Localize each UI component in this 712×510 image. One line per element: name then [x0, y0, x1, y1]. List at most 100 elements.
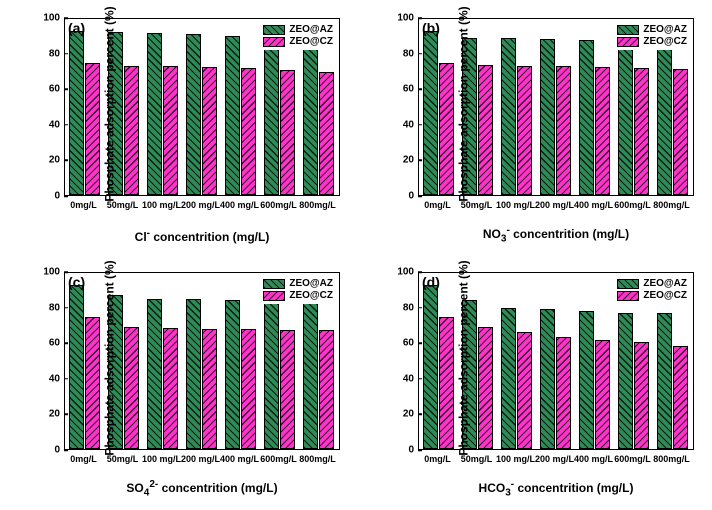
bar-az [147, 299, 163, 450]
bar-cz [319, 330, 335, 449]
bar-az [540, 309, 556, 449]
y-tick-mark [64, 449, 68, 451]
bar-az [303, 302, 319, 449]
bar-cz [595, 340, 611, 449]
legend-text: ZEO@CZ [643, 36, 687, 47]
x-tick-label: 400 mg/L [220, 200, 259, 210]
x-tick-label: 0mg/L [70, 200, 97, 210]
y-tick-label: 0 [396, 191, 414, 202]
y-tick-mark [64, 88, 68, 90]
y-tick-mark [64, 195, 68, 197]
y-tick-label: 80 [396, 302, 414, 313]
bar-az [225, 36, 241, 195]
legend: ZEO@AZZEO@CZ [613, 275, 691, 304]
bar-cz [85, 317, 101, 449]
bar-cz [124, 66, 140, 196]
legend-text: ZEO@AZ [643, 278, 687, 289]
legend-swatch [617, 37, 639, 47]
bar-az [579, 40, 595, 195]
bar-az [186, 34, 202, 195]
legend-text: ZEO@AZ [643, 24, 687, 35]
y-tick-label: 60 [42, 84, 60, 95]
x-tick-label: 800mg/L [653, 200, 690, 210]
y-tick-mark [418, 124, 422, 126]
y-tick-label: 80 [42, 302, 60, 313]
x-tick-label: 100 mg/L [142, 454, 181, 464]
y-tick-mark [64, 17, 68, 19]
bar-cz [556, 337, 572, 449]
x-axis-label: Cl- concentrition (mg/L) [64, 228, 340, 244]
bar-az [501, 308, 517, 449]
legend-swatch [617, 25, 639, 35]
bar-az [423, 31, 439, 195]
x-tick-label: 600mg/L [260, 200, 297, 210]
figure-root: ZEO@AZZEO@CZ(a)Phosphate adsorption perc… [0, 0, 712, 510]
bar-cz [85, 63, 101, 195]
x-axis-label: NO3- concentrition (mg/L) [418, 225, 694, 244]
y-tick-mark [418, 160, 422, 162]
panel-a: ZEO@AZZEO@CZ (a) Phosphate adsorption perc… [6, 4, 350, 248]
y-tick-mark [64, 378, 68, 380]
legend-row-cz: ZEO@CZ [263, 36, 333, 47]
legend: ZEO@AZZEO@CZ [259, 275, 337, 304]
bar-az [264, 37, 280, 195]
bar-az [225, 300, 241, 449]
y-tick-mark [64, 414, 68, 416]
legend-swatch [263, 25, 285, 35]
legend-swatch [263, 291, 285, 301]
y-tick-label: 100 [396, 267, 414, 278]
y-tick-label: 40 [396, 373, 414, 384]
legend-swatch [263, 37, 285, 47]
x-tick-label: 200 mg/L [181, 200, 220, 210]
bar-az [657, 313, 673, 449]
y-tick-label: 100 [42, 13, 60, 24]
y-tick-mark [418, 17, 422, 19]
x-tick-label: 100 mg/L [496, 200, 535, 210]
y-tick-label: 60 [42, 338, 60, 349]
bar-az [303, 38, 319, 195]
y-axis-label: Phosphate adsorption percent (%) [103, 260, 117, 455]
legend-row-cz: ZEO@CZ [617, 290, 687, 301]
bar-cz [478, 65, 494, 195]
y-tick-label: 0 [42, 445, 60, 456]
bar-cz [202, 67, 218, 195]
legend: ZEO@AZZEO@CZ [259, 21, 337, 50]
x-axis-label: HCO3- concentrition (mg/L) [418, 479, 694, 498]
x-tick-label: 600mg/L [260, 454, 297, 464]
bar-cz [517, 66, 533, 196]
panel-label: (b) [422, 20, 440, 36]
x-tick-label: 800mg/L [299, 454, 336, 464]
y-axis-label: Phosphate adsorption percent (%) [103, 6, 117, 201]
bar-cz [478, 327, 494, 450]
x-tick-label: 400 mg/L [220, 454, 259, 464]
bar-az [540, 39, 556, 195]
bar-az [657, 40, 673, 195]
y-tick-label: 20 [42, 155, 60, 166]
y-tick-label: 20 [396, 409, 414, 420]
bar-az [69, 31, 85, 196]
legend-row-az: ZEO@AZ [263, 24, 333, 35]
panel-label: (a) [68, 20, 85, 36]
y-tick-mark [418, 414, 422, 416]
y-tick-mark [64, 160, 68, 162]
y-tick-label: 0 [396, 445, 414, 456]
x-tick-label: 100 mg/L [496, 454, 535, 464]
bar-az [147, 33, 163, 195]
y-tick-mark [64, 53, 68, 55]
legend: ZEO@AZZEO@CZ [613, 21, 691, 50]
bar-az [186, 299, 202, 449]
x-tick-label: 50mg/L [107, 200, 139, 210]
y-tick-mark [418, 307, 422, 309]
y-tick-label: 80 [396, 48, 414, 59]
legend-swatch [617, 279, 639, 289]
y-axis-label: Phosphate adsorption percent (%) [457, 6, 471, 201]
bar-cz [634, 68, 650, 195]
bar-cz [439, 63, 455, 195]
x-tick-label: 200 mg/L [181, 454, 220, 464]
bar-az [264, 301, 280, 449]
panel-c: ZEO@AZZEO@CZ(c)Phosphate adsorption perc… [6, 258, 350, 502]
y-tick-mark [418, 88, 422, 90]
bar-cz [673, 69, 689, 195]
x-tick-label: 600mg/L [614, 200, 651, 210]
legend-text: ZEO@CZ [643, 290, 687, 301]
